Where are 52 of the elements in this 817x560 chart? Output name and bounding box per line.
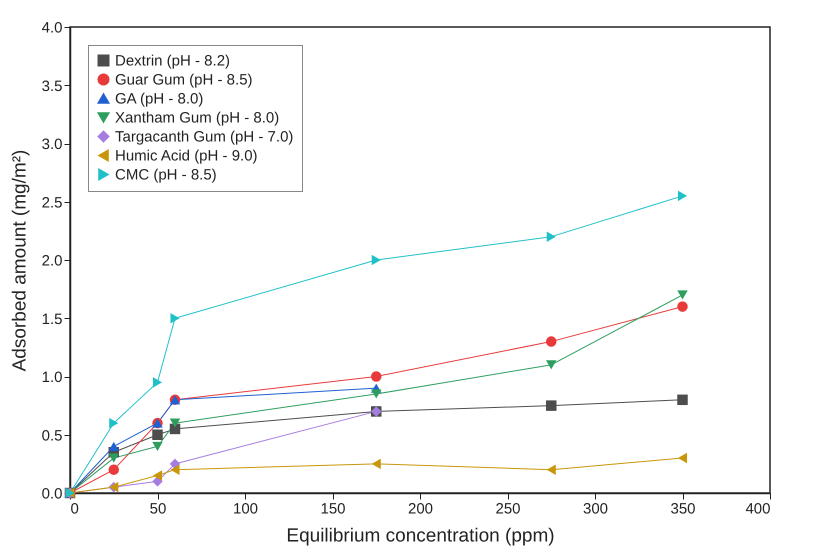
point [152,470,162,481]
point [170,464,180,475]
point [170,313,180,324]
y-tick-label: 2.5 [42,194,62,212]
x-tick-label: 200 [408,500,434,518]
point [677,301,688,312]
y-tick-label: 3.0 [42,136,62,153]
point [152,430,163,440]
x-tick-label: 0 [70,500,79,518]
x-tick-label: 300 [582,500,608,518]
point [546,231,556,242]
y-tick-label: 2.0 [42,252,62,270]
x-tick-label: 50 [150,500,166,518]
point [170,418,180,428]
x-tick-label: 250 [495,500,521,518]
y-tick-label: 0.0 [42,486,62,502]
y-tick-label: 1.5 [42,310,62,328]
y-tick-label: 4.0 [42,20,62,36]
point [546,360,556,370]
x-tick-label: 150 [320,500,346,518]
point [678,190,688,202]
y-axis-title: Adsorbed amount (mg/m²) [10,150,31,372]
legend-label: Targacanth Gum (pH - 7.0) [115,128,294,146]
point [108,454,119,463]
y-tick-label: 1.0 [42,369,62,386]
y-tick-label: 0.5 [42,427,62,444]
point [152,442,163,451]
point [371,389,382,399]
point [678,452,688,464]
point [152,377,162,388]
legend-label: Dextrin (pH - 8.2) [115,52,230,70]
point [546,336,556,347]
y-tick-label: 3.5 [42,78,62,95]
legend-label: GA (pH - 8.0) [115,90,204,108]
point [108,464,119,475]
point [677,290,688,300]
legend-label: Xantham Gum (pH - 8.0) [115,110,280,126]
point [109,418,118,428]
legend-label: CMC (pH - 8.5) [115,166,217,184]
point [546,464,556,475]
x-tick-label: 400 [745,500,770,518]
point [372,458,381,470]
point [372,254,381,266]
point [546,400,556,411]
x-tick-label: 100 [232,500,258,518]
point [108,442,119,451]
legend-label: Guar Gum (pH - 8.5) [115,72,253,88]
point [677,394,688,406]
x-axis-title: Equilibrium concentration (ppm) [286,526,555,546]
legend-label: Humic Acid (pH - 9.0) [115,148,258,164]
point [371,371,382,382]
x-tick-label: 350 [670,500,696,518]
